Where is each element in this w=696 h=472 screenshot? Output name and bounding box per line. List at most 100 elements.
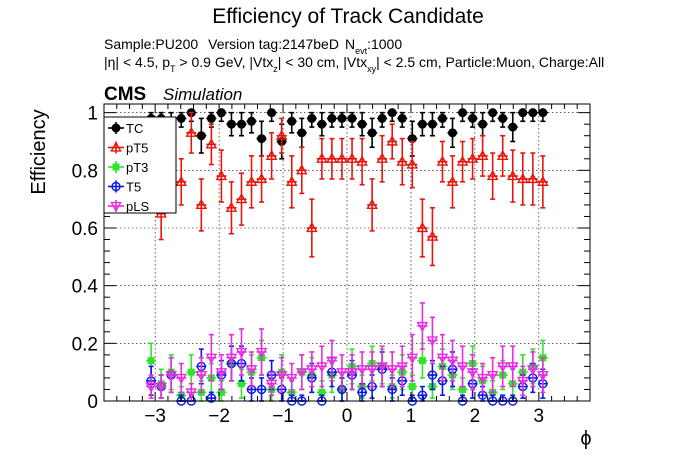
pls-point	[265, 379, 278, 390]
pls-point	[416, 321, 429, 333]
tc-point	[437, 113, 447, 123]
pt5-point	[466, 152, 479, 163]
tc-point	[287, 116, 297, 126]
pls-point	[205, 353, 218, 364]
nevt-subscript: evt	[355, 46, 368, 56]
vz-cut: | < 30 cm, |Vtx	[278, 54, 367, 70]
pls-point	[165, 370, 178, 382]
pls-point	[155, 382, 167, 393]
pls-point	[436, 353, 449, 364]
legend-label-pt5: pT5	[126, 141, 148, 156]
pt5-point	[537, 175, 549, 186]
tc-point	[397, 113, 407, 123]
pt5-point	[416, 221, 429, 233]
x-tick-label: 2	[470, 406, 481, 427]
pt5-point	[225, 201, 238, 212]
x-tick-label: −1	[272, 406, 294, 427]
pls-point	[326, 356, 338, 367]
pt5-point	[316, 152, 328, 163]
pt5-point	[436, 155, 449, 166]
t5-point	[256, 384, 267, 395]
legend-entry-pt5: pT5	[108, 141, 148, 156]
tc-point	[468, 113, 478, 123]
legend-label-t5: T5	[126, 180, 141, 195]
pt5-point	[376, 152, 388, 163]
tc-point	[267, 108, 277, 118]
pls-point	[486, 370, 499, 382]
nevt-value: :1000	[367, 36, 402, 52]
simulation-label: Simulation	[163, 85, 242, 104]
tc-point	[196, 131, 206, 141]
data-series	[145, 108, 549, 406]
vxy-subscript: xy	[367, 64, 377, 74]
series-pls	[145, 302, 549, 402]
axis-ticks: −3 −2 −1 0 1 2 3 0 0.2 0.4 0.6 0.8 1	[72, 104, 591, 427]
tc-point	[357, 119, 367, 129]
pt5-point	[396, 155, 409, 166]
pt3-point	[459, 385, 467, 393]
tc-point	[236, 119, 246, 129]
legend: TC pT5 pT3 T5 pLS	[103, 116, 177, 214]
pt3-point	[237, 380, 245, 388]
pls-point	[506, 362, 519, 373]
pls-point	[195, 370, 208, 382]
legend-entry-pls: pLS	[108, 199, 149, 214]
cms-label: CMS	[104, 84, 146, 105]
legend-entry-t5: T5	[108, 180, 141, 195]
legend-marker-pt5	[110, 141, 122, 152]
tc-point	[206, 113, 216, 123]
tc-point	[307, 113, 317, 123]
x-tick-label: −3	[144, 406, 166, 427]
pls-point	[516, 376, 529, 388]
series-pt5	[145, 111, 549, 267]
pls-point	[386, 365, 399, 376]
y-tick-label: 0.4	[72, 277, 99, 298]
subtitle-line-2: |η| < 4.5, pT > 0.9 GeV, |Vtxz| < 30 cm,…	[104, 54, 604, 74]
tc-point	[478, 119, 488, 129]
pt5-point	[426, 230, 439, 241]
pt5-point	[265, 149, 278, 161]
y-tick-label: 0.8	[72, 161, 98, 182]
pt5-point	[456, 155, 469, 166]
legend-label-pls: pLS	[126, 199, 149, 214]
pt5-point	[326, 152, 338, 163]
pls-point	[285, 373, 298, 385]
pt5-point	[235, 192, 248, 204]
pls-point	[185, 388, 198, 399]
t5-point	[357, 387, 367, 398]
pls-point	[306, 365, 318, 376]
pls-point	[225, 353, 238, 364]
t5-point	[417, 390, 428, 400]
pls-point	[496, 362, 509, 373]
legend-entry-pt3: pT3	[108, 160, 148, 175]
tc-point	[297, 128, 307, 138]
chart-title: Efficiency of Track Candidate	[212, 5, 484, 28]
tc-point	[528, 108, 538, 118]
remaining-cuts: | < 2.5 cm, Particle:Muon, Charge:All	[376, 54, 604, 70]
y-tick-label: 0	[87, 392, 98, 413]
pt5-point	[527, 172, 539, 184]
tc-point	[458, 108, 468, 118]
tc-point	[327, 113, 337, 123]
legend-entry-tc: TC	[108, 121, 143, 136]
nevt-label: N	[345, 36, 355, 52]
pls-point	[406, 353, 419, 364]
pls-point	[336, 368, 348, 379]
x-tick-label: −2	[208, 406, 230, 427]
y-tick-label: 0.6	[72, 219, 98, 240]
pls-point	[316, 362, 328, 373]
pt5-point	[496, 149, 509, 161]
y-axis-title: Efficiency	[28, 109, 50, 194]
pt5-point	[306, 221, 318, 233]
tc-point	[387, 108, 397, 118]
legend-label-pt3: pT3	[126, 160, 148, 175]
pt5-point	[486, 169, 499, 181]
pt5-point	[195, 198, 208, 210]
vz-subscript: z	[273, 64, 278, 74]
pt5-point	[506, 169, 519, 181]
pt3-point	[187, 368, 195, 376]
x-tick-label: 1	[406, 406, 417, 427]
pt5-point	[255, 172, 268, 184]
pls-point	[376, 362, 388, 373]
pt5-point	[205, 138, 218, 149]
